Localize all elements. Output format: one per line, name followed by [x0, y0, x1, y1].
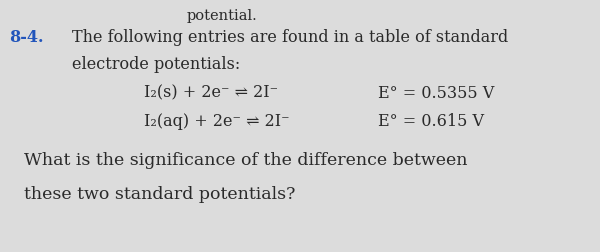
Text: The following entries are found in a table of standard: The following entries are found in a tab…	[72, 29, 508, 46]
Text: I₂(aq) + 2e⁻ ⇌ 2I⁻: I₂(aq) + 2e⁻ ⇌ 2I⁻	[144, 112, 290, 129]
Text: E° = 0.615 V: E° = 0.615 V	[378, 112, 484, 129]
Text: I₂(s) + 2e⁻ ⇌ 2I⁻: I₂(s) + 2e⁻ ⇌ 2I⁻	[144, 84, 278, 101]
Text: these two standard potentials?: these two standard potentials?	[24, 185, 295, 202]
Text: E° = 0.5355 V: E° = 0.5355 V	[378, 84, 494, 101]
Text: 8-4.: 8-4.	[9, 29, 44, 46]
Text: electrode potentials:: electrode potentials:	[72, 55, 240, 72]
Text: potential.: potential.	[187, 9, 257, 23]
Text: What is the significance of the difference between: What is the significance of the differen…	[24, 151, 467, 168]
